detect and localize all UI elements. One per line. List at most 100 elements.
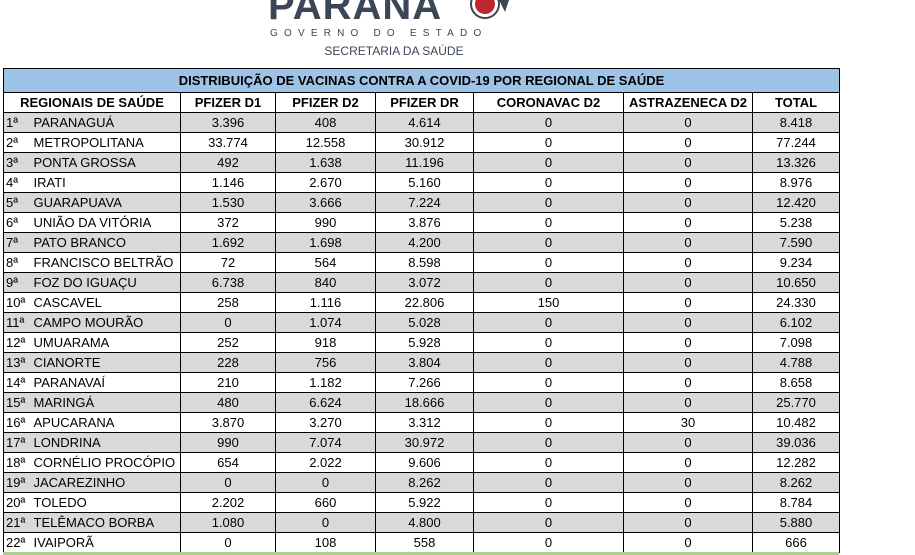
cell-value: 0 <box>473 152 624 173</box>
region-number: 14ª <box>3 372 31 393</box>
region-number: 5ª <box>3 192 31 213</box>
cell-value: 7.266 <box>375 372 474 393</box>
table-row: 17ª LONDRINA 990 7.074 30.972 0 0 39.036 <box>3 432 840 453</box>
cell-value: 1.074 <box>275 312 376 333</box>
region-name: CORNÉLIO PROCÓPIO <box>30 452 181 473</box>
title-row: DISTRIBUIÇÃO DE VACINAS CONTRA A COVID-1… <box>3 68 840 93</box>
cell-value: 0 <box>623 452 753 473</box>
cell-value: 3.870 <box>180 412 276 433</box>
cell-value: 0 <box>623 212 753 233</box>
region-name: FRANCISCO BELTRÃO <box>30 252 181 273</box>
region-name: TELÊMACO BORBA <box>30 512 181 533</box>
cell-value: 2.022 <box>275 452 376 473</box>
cell-value: 0 <box>473 452 624 473</box>
header-row: REGIONAIS DE SAÚDE PFIZER D1 PFIZER D2 PFIZ… <box>3 92 840 113</box>
table-title: DISTRIBUIÇÃO DE VACINAS CONTRA A COVID-1… <box>3 68 840 93</box>
cell-value: 30.972 <box>375 432 474 453</box>
cell-value: 0 <box>623 332 753 353</box>
cell-value: 1.116 <box>275 292 376 313</box>
cell-value: 3.666 <box>275 192 376 213</box>
cell-value: 0 <box>275 512 376 533</box>
cell-value: 0 <box>473 172 624 193</box>
cell-value: 492 <box>180 152 276 173</box>
table-row: 20ª TOLEDO 2.202 660 5.922 0 0 8.784 <box>3 492 840 513</box>
cell-value: 0 <box>623 272 753 293</box>
region-number: 11ª <box>3 312 31 333</box>
table-footer-edge <box>3 552 839 555</box>
region-name: METROPOLITANA <box>30 132 181 153</box>
cell-value: 0 <box>473 332 624 353</box>
cell-value: 8.976 <box>752 172 840 193</box>
cell-value: 8.658 <box>752 372 840 393</box>
cell-value: 0 <box>623 492 753 513</box>
cell-value: 1.146 <box>180 172 276 193</box>
cell-value: 228 <box>180 352 276 373</box>
region-name: IVAIPORÃ <box>30 532 181 553</box>
table-row: 12ª UMUARAMA 252 918 5.928 0 0 7.098 <box>3 332 840 353</box>
cell-value: 990 <box>180 432 276 453</box>
region-name: UMUARAMA <box>30 332 181 353</box>
region-name: PATO BRANCO <box>30 232 181 253</box>
region-number: 13ª <box>3 352 31 373</box>
cell-value: 0 <box>473 312 624 333</box>
column-header: ASTRAZENECA D2 <box>623 92 753 113</box>
government-label: GOVERNO DO ESTADO <box>270 28 488 39</box>
cell-value: 4.614 <box>375 112 474 133</box>
cell-value: 0 <box>473 352 624 373</box>
cell-value: 0 <box>623 112 753 133</box>
region-number: 16ª <box>3 412 31 433</box>
cell-value: 30 <box>623 412 753 433</box>
cell-value: 3.072 <box>375 272 474 293</box>
department-label: SECRETARIA DA SAÚDE <box>324 44 464 58</box>
cell-value: 0 <box>473 392 624 413</box>
cell-value: 3.270 <box>275 412 376 433</box>
region-name: CAMPO MOURÃO <box>30 312 181 333</box>
cell-value: 10.650 <box>752 272 840 293</box>
cell-value: 0 <box>473 252 624 273</box>
cell-value: 150 <box>473 292 624 313</box>
cell-value: 0 <box>473 492 624 513</box>
cell-value: 0 <box>623 152 753 173</box>
cell-value: 10.482 <box>752 412 840 433</box>
region-number: 18ª <box>3 452 31 473</box>
cell-value: 660 <box>275 492 376 513</box>
cell-value: 3.804 <box>375 352 474 373</box>
column-header: TOTAL <box>752 92 840 113</box>
region-name: PONTA GROSSA <box>30 152 181 173</box>
table-row: 5ª GUARAPUAVA 1.530 3.666 7.224 0 0 12.420 <box>3 192 840 213</box>
region-number: 15ª <box>3 392 31 413</box>
cell-value: 0 <box>180 312 276 333</box>
vaccine-table: DISTRIBUIÇÃO DE VACINAS CONTRA A COVID-1… <box>3 68 840 553</box>
cell-value: 1.182 <box>275 372 376 393</box>
table-row: 16ª APUCARANA 3.870 3.270 3.312 0 30 10.482 <box>3 412 840 433</box>
table-row: 19ª JACAREZINHO 0 0 8.262 0 0 8.262 <box>3 472 840 493</box>
cell-value: 0 <box>473 412 624 433</box>
emblem <box>470 0 509 19</box>
cell-value: 840 <box>275 272 376 293</box>
cell-value: 6.102 <box>752 312 840 333</box>
cell-value: 5.028 <box>375 312 474 333</box>
cell-value: 13.326 <box>752 152 840 173</box>
cell-value: 30.912 <box>375 132 474 153</box>
table-row: 11ª CAMPO MOURÃO 0 1.074 5.028 0 0 6.102 <box>3 312 840 333</box>
cell-value: 18.666 <box>375 392 474 413</box>
cell-value: 12.420 <box>752 192 840 213</box>
region-number: 22ª <box>3 532 31 553</box>
cell-value: 0 <box>623 532 753 553</box>
table-row: 22ª IVAIPORÃ 0 108 558 0 0 666 <box>3 532 840 553</box>
region-number: 20ª <box>3 492 31 513</box>
cell-value: 72 <box>180 252 276 273</box>
cell-value: 0 <box>623 372 753 393</box>
cell-value: 666 <box>752 532 840 553</box>
cell-value: 7.224 <box>375 192 474 213</box>
cell-value: 1.698 <box>275 232 376 253</box>
cell-value: 564 <box>275 252 376 273</box>
cell-value: 0 <box>473 272 624 293</box>
cell-value: 8.262 <box>752 472 840 493</box>
region-name: GUARAPUAVA <box>30 192 181 213</box>
region-name: UNIÃO DA VITÓRIA <box>30 212 181 233</box>
cell-value: 8.418 <box>752 112 840 133</box>
region-number: 2ª <box>3 132 31 153</box>
logo-text: PARANÁ <box>268 0 443 28</box>
